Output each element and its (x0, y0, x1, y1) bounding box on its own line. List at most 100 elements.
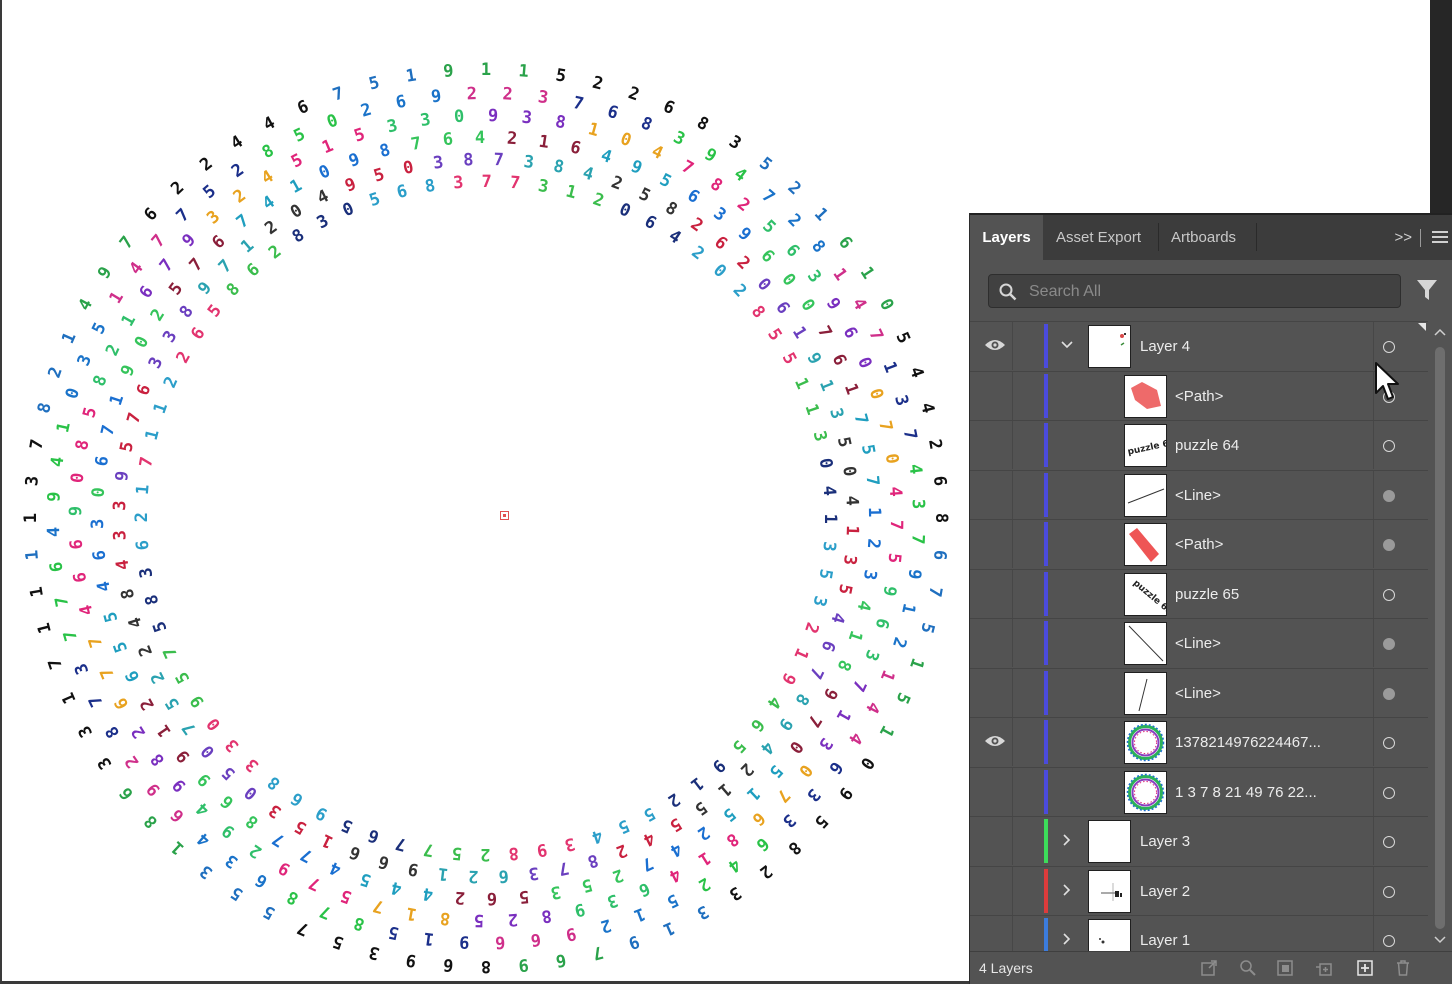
visibility-toggle[interactable] (984, 535, 1006, 551)
layer-row[interactable]: <Line> (970, 469, 1428, 519)
visibility-toggle[interactable] (984, 337, 1006, 353)
ring-digit: 7 (864, 326, 886, 344)
layer-row[interactable]: puzzle 64 puzzle 64 (970, 420, 1428, 469)
tab-layers[interactable]: Layers (970, 215, 1043, 260)
target-circle-icon[interactable] (1383, 440, 1395, 452)
layer-name[interactable]: <Path> (1175, 536, 1224, 553)
layer-row[interactable]: Layer 2 (970, 865, 1428, 915)
layer-name[interactable]: puzzle 65 (1175, 585, 1240, 603)
ring-digit: 5 (833, 435, 855, 449)
target-circle-icon[interactable] (1383, 341, 1395, 353)
ring-digit: 6 (140, 204, 162, 225)
tab-artboards[interactable]: Artboards (1171, 215, 1236, 260)
delete-icon[interactable] (1394, 959, 1412, 977)
chevron-down-icon[interactable] (1060, 338, 1074, 352)
ring-digit: 9 (117, 362, 139, 379)
target-circle-icon[interactable] (1383, 638, 1395, 650)
visibility-toggle[interactable] (984, 436, 1006, 452)
visibility-toggle[interactable] (984, 882, 1006, 898)
ring-digit: 2 (784, 178, 805, 200)
layer-name[interactable]: Layer 2 (1140, 882, 1191, 900)
chevron-right-icon[interactable] (1060, 932, 1074, 946)
layer-name[interactable]: <Line> (1175, 684, 1221, 702)
layer-name[interactable]: <Path> (1175, 387, 1224, 405)
search-input[interactable] (1027, 279, 1391, 305)
visibility-toggle[interactable] (984, 634, 1006, 650)
visibility-toggle[interactable] (984, 783, 1006, 799)
target-circle-icon[interactable] (1383, 935, 1395, 947)
export-icon[interactable] (1200, 959, 1218, 977)
ring-digit: 8 (693, 113, 712, 135)
layer-name[interactable]: puzzle 64 (1175, 437, 1240, 454)
target-circle-icon[interactable] (1383, 737, 1395, 749)
target-circle-icon[interactable] (1383, 687, 1395, 700)
visibility-toggle[interactable] (984, 585, 1006, 601)
ring-digit: 6 (605, 102, 621, 124)
layer-row[interactable]: <Path> (970, 519, 1428, 568)
ring-digit: 8 (722, 828, 742, 850)
ring-digit: 3 (709, 204, 729, 226)
visibility-toggle[interactable] (984, 684, 1006, 700)
ring-digit: 3 (537, 176, 550, 197)
layer-row[interactable]: puzzle 65 puzzle 65 (970, 568, 1428, 618)
ring-digit: 0 (197, 741, 219, 762)
collapse-panel-button[interactable]: >> (1394, 215, 1412, 260)
layer-name[interactable]: <Line> (1175, 635, 1221, 652)
panel-menu-icon[interactable] (1432, 228, 1448, 246)
create-sublayer-icon[interactable] (1315, 959, 1333, 977)
ring-digit: 6 (167, 805, 188, 826)
target-circle-icon[interactable] (1383, 836, 1395, 848)
scroll-up-icon[interactable] (1433, 327, 1447, 337)
layer-row[interactable]: <Path> (970, 370, 1428, 420)
target-circle-icon[interactable] (1383, 489, 1395, 502)
scrollbar-thumb[interactable] (1435, 347, 1445, 929)
layer-list-scrollbar[interactable] (1428, 321, 1452, 951)
layer-name[interactable]: Layer 1 (1140, 932, 1191, 949)
layer-name[interactable]: Layer 4 (1140, 338, 1191, 355)
create-new-layer-icon[interactable] (1356, 959, 1374, 977)
visibility-toggle[interactable] (984, 733, 1006, 749)
locate-object-icon[interactable] (1239, 959, 1257, 977)
ring-digit: 7 (85, 692, 107, 710)
ring-digit: 0 (753, 274, 775, 295)
ring-digit: 7 (899, 428, 921, 442)
number-spiral-artwork[interactable]: 1378214976224467 5 1 9 1 1 5 2 26835216105442686… (0, 0, 960, 984)
layer-row[interactable]: 1378214976224467... (970, 717, 1428, 766)
target-circle-icon[interactable] (1383, 588, 1395, 601)
layer-row[interactable]: <Line> (970, 667, 1428, 717)
ring-digit: 6 (824, 757, 846, 777)
tab-asset-export[interactable]: Asset Export (1056, 215, 1141, 260)
filter-icon[interactable] (1416, 278, 1438, 302)
ring-digit: 6 (70, 571, 91, 584)
ring-digit: 5 (451, 842, 463, 863)
visibility-toggle[interactable] (984, 931, 1006, 947)
layer-name[interactable]: 1 3 7 8 21 49 76 22... (1175, 783, 1317, 801)
target-circle-icon[interactable] (1383, 885, 1395, 898)
chevron-right-icon[interactable] (1060, 833, 1074, 847)
ring-digit: 3 (537, 87, 550, 108)
ring-digit: 7 (813, 323, 835, 342)
visibility-toggle[interactable] (984, 486, 1006, 502)
layer-name[interactable]: Layer 3 (1140, 833, 1191, 850)
layer-row[interactable]: <Line> (970, 618, 1428, 667)
layer-name[interactable]: <Line> (1175, 486, 1221, 504)
layer-name[interactable]: 1378214976224467... (1175, 734, 1321, 751)
ring-digit: 1 (481, 60, 491, 80)
layer-row[interactable]: Layer 3 (970, 816, 1428, 865)
ring-digit: 6 (817, 638, 839, 655)
layer-row[interactable]: Layer 4 (970, 321, 1428, 370)
layer-row[interactable]: 1 3 7 8 21 49 76 22... (970, 766, 1428, 816)
layer-row[interactable]: Layer 1 (970, 915, 1428, 951)
target-circle-icon[interactable] (1383, 539, 1395, 551)
ring-digit: 2 (132, 512, 152, 522)
visibility-toggle[interactable] (984, 387, 1006, 403)
ring-digit: 1 (810, 204, 832, 225)
visibility-toggle[interactable] (984, 832, 1006, 848)
make-clipping-mask-icon[interactable] (1276, 959, 1294, 977)
ring-digit: 9 (194, 769, 216, 790)
ring-digit: 2 (45, 364, 67, 380)
target-circle-icon[interactable] (1383, 786, 1395, 799)
scroll-down-icon[interactable] (1433, 935, 1447, 945)
ring-digit: 2 (590, 73, 605, 95)
chevron-right-icon[interactable] (1060, 883, 1074, 897)
